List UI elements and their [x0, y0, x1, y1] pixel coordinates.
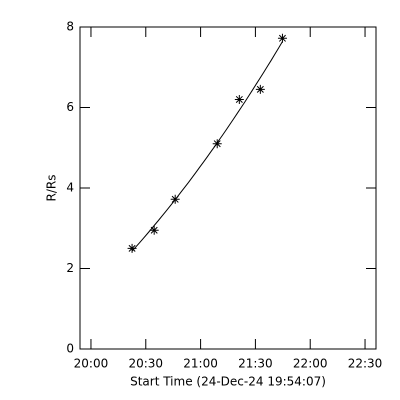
data-point	[234, 94, 244, 104]
data-point	[277, 33, 287, 43]
x-tick-label: 20:00	[74, 357, 109, 371]
y-tick-label: 2	[66, 261, 74, 275]
plot-frame	[79, 26, 377, 350]
data-point	[212, 139, 222, 149]
fit-line	[131, 41, 283, 252]
y-tick-label: 4	[66, 181, 74, 195]
x-tick-label: 20:30	[128, 357, 163, 371]
y-axis-label: R/Rs	[45, 175, 59, 202]
data-point	[170, 194, 180, 204]
y-tick-label: 8	[66, 20, 74, 34]
x-tick-label: 21:00	[183, 357, 218, 371]
x-tick-label: 21:30	[238, 357, 273, 371]
x-tick-label: 22:30	[348, 357, 383, 371]
y-tick-label: 0	[66, 342, 74, 356]
data-point	[149, 225, 159, 235]
data-point	[255, 84, 265, 94]
x-axis-label: Start Time (24-Dec-24 19:54:07)	[130, 375, 326, 389]
x-tick-label: 22:00	[293, 357, 328, 371]
data-point	[127, 243, 137, 253]
y-tick-label: 6	[66, 100, 74, 114]
